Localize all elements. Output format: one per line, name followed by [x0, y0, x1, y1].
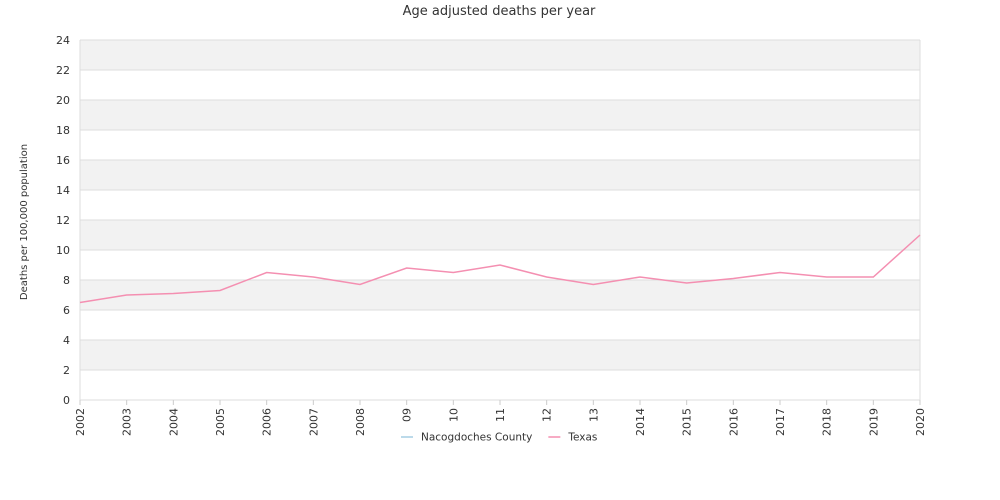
x-tick-label: 2004 — [167, 408, 180, 436]
x-tick-label: 2014 — [634, 408, 647, 436]
x-tick-label: 2006 — [261, 408, 274, 436]
x-tick-label: 2017 — [774, 408, 787, 436]
series-line-texas — [79, 234, 921, 304]
legend-label: Nacogdoches County — [421, 432, 532, 444]
y-axis-label: Deaths per 100,000 population — [19, 144, 30, 300]
gridlines — [79, 39, 921, 401]
y-tick-label: 20 — [56, 94, 70, 107]
chart-title: Age adjusted deaths per year — [403, 4, 596, 19]
legend[interactable]: Nacogdoches County Texas — [401, 432, 597, 444]
grid-band — [80, 70, 920, 100]
legend-item-texas[interactable]: Texas — [548, 432, 597, 444]
series-layer — [79, 234, 921, 304]
y-tick-label: 4 — [63, 334, 70, 347]
x-tick-label: 2005 — [214, 408, 227, 436]
x-tick-label: 09 — [401, 408, 414, 422]
grid-band — [80, 40, 920, 70]
y-tick-label: 14 — [56, 184, 70, 197]
x-tick-label: 2020 — [914, 408, 927, 436]
y-tick-label: 12 — [56, 214, 70, 227]
x-tick-label: 13 — [587, 408, 600, 422]
y-tick-label: 8 — [63, 274, 70, 287]
y-tick-label: 16 — [56, 154, 70, 167]
grid-band — [80, 280, 920, 310]
grid-band — [80, 100, 920, 130]
x-tick-label: 2002 — [74, 408, 87, 436]
x-tick-label: 10 — [447, 408, 460, 422]
grid-band — [80, 190, 920, 220]
x-tick-label: 2019 — [867, 408, 880, 436]
y-tick-label: 18 — [56, 124, 70, 137]
x-tick-label: 12 — [541, 408, 554, 422]
legend-label: Texas — [567, 432, 597, 444]
x-tick-label: 2008 — [354, 408, 367, 436]
x-tick-label: 2015 — [681, 408, 694, 436]
grid-band — [80, 370, 920, 400]
y-tick-label: 10 — [56, 244, 70, 257]
x-tick-label: 2016 — [727, 408, 740, 436]
grid-band — [80, 130, 920, 160]
y-tick-label: 6 — [63, 304, 70, 317]
y-tick-label: 0 — [63, 394, 70, 407]
y-tick-label: 22 — [56, 64, 70, 77]
y-tick-label: 2 — [63, 364, 70, 377]
x-tick-label: 2018 — [821, 408, 834, 436]
x-tick-label: 2003 — [121, 408, 134, 436]
grid-band — [80, 340, 920, 370]
grid-band — [80, 220, 920, 250]
legend-item-nacogdoches-county[interactable]: Nacogdoches County — [401, 432, 532, 444]
x-tick-label: 11 — [494, 408, 507, 422]
y-tick-label: 24 — [56, 34, 70, 47]
x-tick-label: 2007 — [307, 408, 320, 436]
grid-band — [80, 160, 920, 190]
x-axis-ticks: 2002 2003 2004 2005 2006 2007 2008 09 10 11 12 13 20… — [74, 400, 927, 436]
grid-band — [80, 310, 920, 340]
